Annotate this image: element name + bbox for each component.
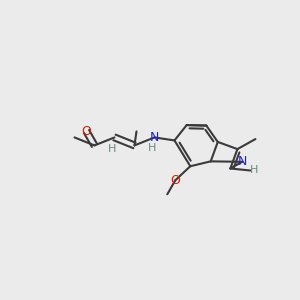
Text: N: N: [150, 131, 159, 144]
Text: H: H: [250, 165, 258, 175]
Text: N: N: [238, 155, 247, 168]
Text: H: H: [108, 144, 117, 154]
Text: O: O: [82, 125, 92, 138]
Text: O: O: [170, 174, 180, 187]
Text: H: H: [148, 143, 157, 153]
